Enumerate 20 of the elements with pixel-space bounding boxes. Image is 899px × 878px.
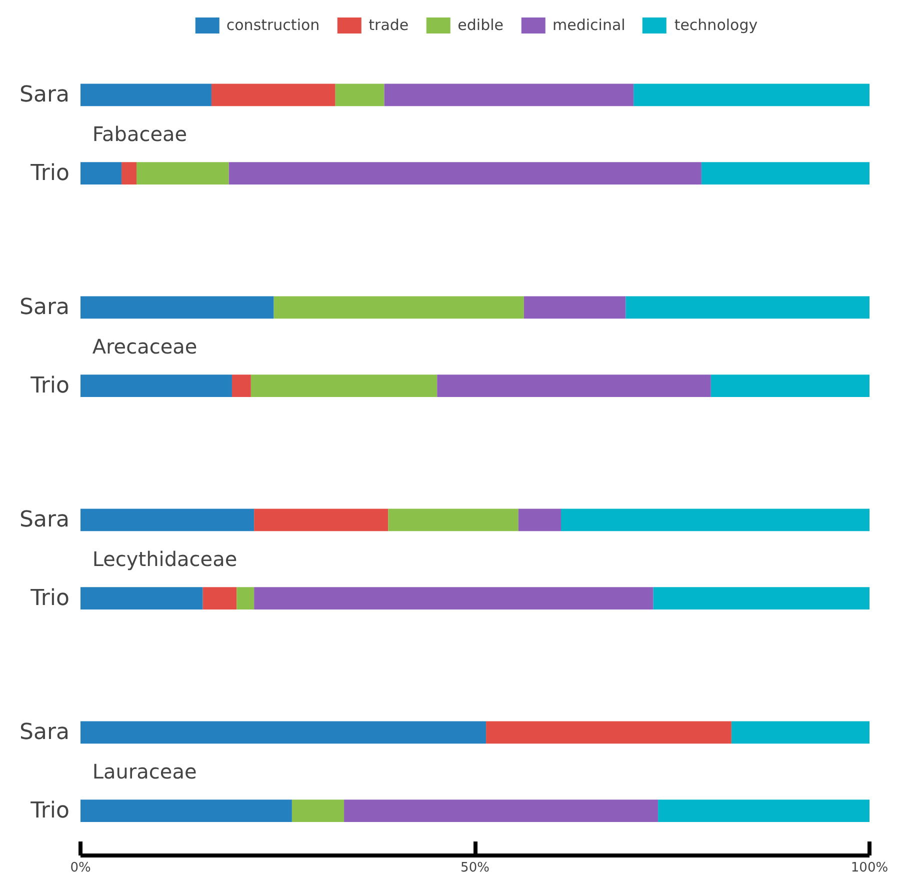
annotation: Fabaceae — [92, 122, 188, 146]
y-tick-label: Trio — [30, 160, 70, 186]
y-tick-label: Trio — [30, 373, 70, 398]
y-tick-label: Trio — [30, 586, 70, 611]
annotation: Arecaceae — [92, 334, 198, 359]
y-tick-label: Sara — [20, 720, 70, 745]
legend-label: construction — [226, 16, 320, 34]
x-tick-label: 100% — [850, 860, 888, 876]
annotation: Lauraceae — [92, 760, 197, 784]
x-tick-label: 0% — [70, 860, 91, 876]
x-tick-label: 50% — [460, 860, 490, 876]
annotation: Lecythidaceae — [92, 547, 238, 572]
legend-label: medicinal — [552, 16, 626, 34]
legend-label: trade — [368, 16, 409, 34]
y-tick-label: Sara — [20, 82, 70, 108]
y-tick-label: Sara — [20, 507, 70, 532]
legend-label: edible — [458, 16, 504, 34]
y-tick-label: Sara — [20, 294, 70, 320]
legend-label: technology — [674, 16, 758, 34]
y-tick-label: Trio — [30, 798, 70, 824]
